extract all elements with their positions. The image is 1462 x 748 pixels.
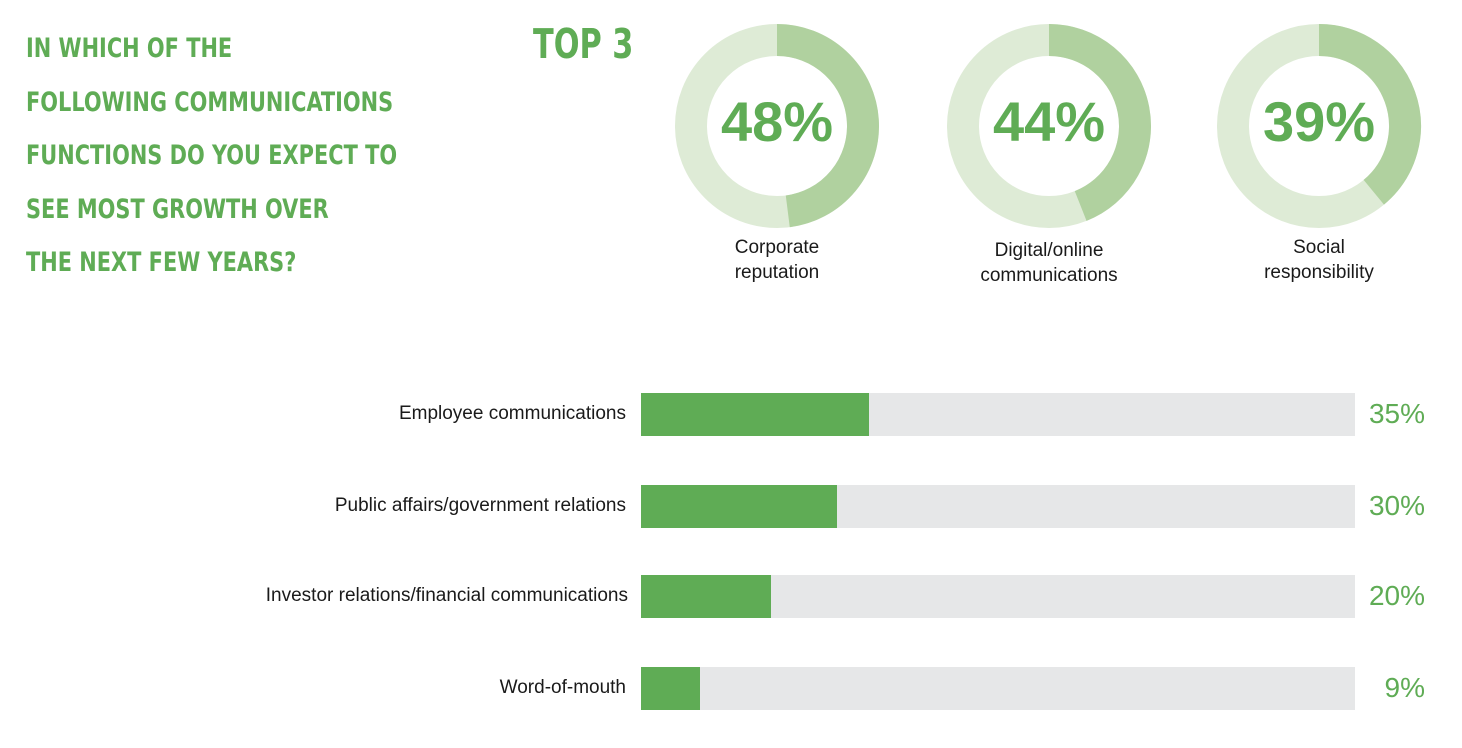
question-line: FUNCTIONS DO YOU EXPECT TO	[26, 140, 398, 171]
bar-row-investor-relations: Investor relations/financial communicati…	[0, 575, 1462, 619]
bar-value-label: 30%	[1368, 490, 1425, 521]
donut-ring	[675, 24, 879, 228]
donut-chart-digital-online: 44% Digital/online communications	[944, 23, 1154, 288]
donut-label-line: communications	[980, 265, 1118, 286]
top3-heading: TOP 3	[533, 20, 634, 68]
bar-row-employee-communications: Employee communications 35%	[0, 393, 1462, 437]
question-line: THE NEXT FEW YEARS?	[26, 247, 297, 278]
donut-ring	[947, 24, 1151, 228]
donut-chart-social-responsibility: 39% Social responsibility	[1214, 23, 1424, 285]
bar-value-label: 35%	[1368, 398, 1425, 429]
donut-chart-corporate-reputation: 48% Corporate reputation	[672, 23, 882, 285]
bar-row-word-of-mouth: Word-of-mouth 9%	[0, 667, 1462, 711]
bar-category-label: Word-of-mouth	[499, 677, 626, 698]
donut-slice	[1318, 24, 1421, 205]
question-heading: IN WHICH OF THE FOLLOWING COMMUNICATIONS…	[26, 22, 398, 290]
donut-label-line: Social	[1293, 237, 1345, 258]
donut-slice	[776, 24, 879, 228]
bar-category-label: Public affairs/government relations	[334, 495, 626, 516]
donut-category-label: Corporate reputation	[672, 235, 882, 285]
bar-track	[641, 575, 1355, 618]
donut-label-line: Corporate	[734, 237, 820, 258]
bar-track	[641, 485, 1355, 528]
question-line: FOLLOWING COMMUNICATIONS	[26, 86, 394, 118]
donut-ring	[1217, 24, 1421, 228]
bar-row-public-affairs: Public affairs/government relations 30%	[0, 485, 1462, 529]
donut-value-label: 44%	[992, 90, 1106, 153]
donut-category-label: Social responsibility	[1214, 235, 1424, 285]
donut-label-line: Digital/online	[994, 240, 1104, 261]
donut-slice	[1048, 24, 1151, 221]
donut-value-label: 39%	[1262, 90, 1376, 153]
bar-fill	[641, 485, 837, 528]
bar-value-label: 9%	[1384, 672, 1425, 703]
donut-category-label: Digital/online communications	[944, 238, 1154, 288]
bar-fill	[641, 393, 870, 436]
bar-track	[641, 667, 1355, 710]
donut-label-line: responsibility	[1264, 262, 1374, 283]
bar-category-label: Investor relations/financial communicati…	[265, 585, 628, 606]
question-line: IN WHICH OF THE	[26, 33, 233, 64]
bar-track	[641, 393, 1355, 436]
bar-category-label: Employee communications	[398, 403, 626, 424]
bar-fill	[641, 575, 772, 618]
donut-value-label: 48%	[720, 90, 834, 153]
bar-fill	[641, 667, 700, 710]
donut-label-line: reputation	[734, 262, 820, 283]
bar-value-label: 20%	[1368, 580, 1425, 611]
question-line: SEE MOST GROWTH OVER	[26, 193, 329, 225]
